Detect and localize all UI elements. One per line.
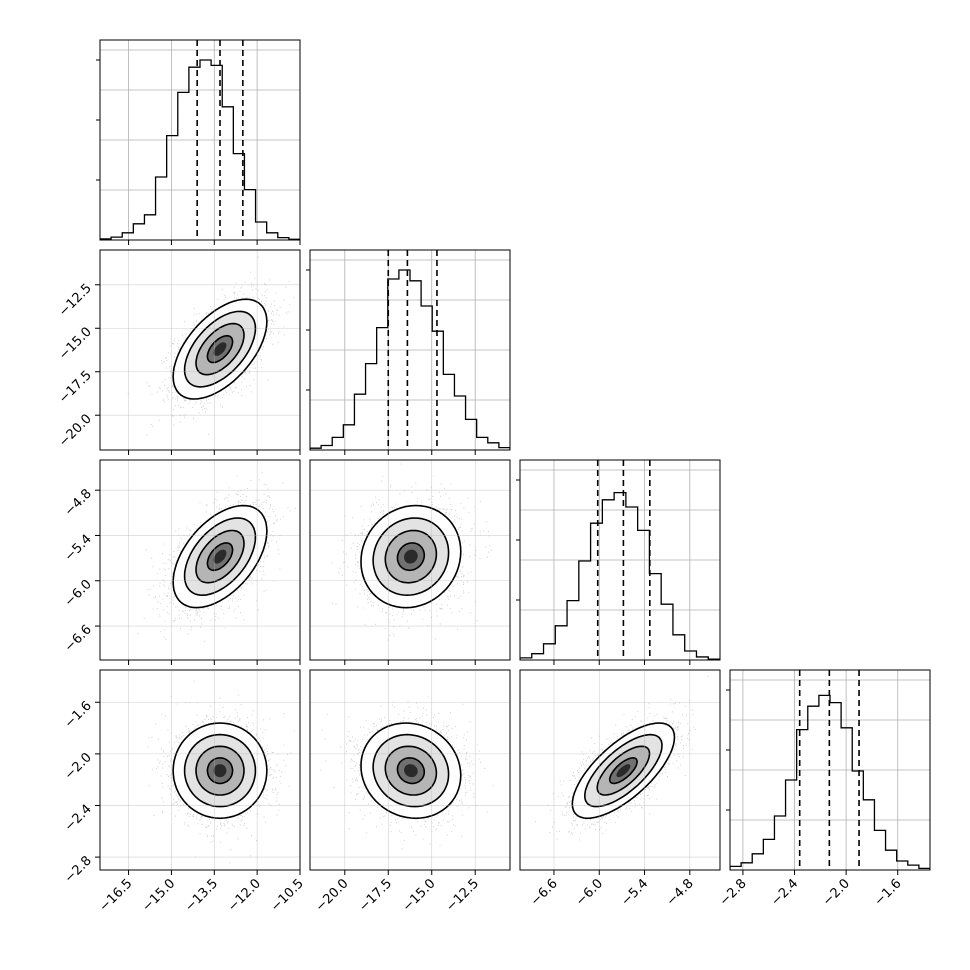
contour-3-0-3 [206, 757, 234, 785]
panel-frame-3-3 [729, 669, 931, 871]
contour-3-0-0 [172, 722, 268, 820]
xtick-label-0-1: −15.0 [139, 876, 178, 915]
ytick-label-3-3: −1.6 [62, 698, 95, 731]
contour-2-0-1 [183, 517, 257, 597]
ytick-label-3-2: −2.0 [62, 750, 95, 783]
contour-3-2-2 [596, 745, 651, 796]
panel-0-0 [96, 39, 301, 245]
ytick-label-3-0: −2.8 [62, 853, 95, 886]
panel-1-1 [306, 249, 511, 455]
ytick-label-1-0: −20.0 [56, 411, 95, 450]
panel-content-0-0 [100, 40, 300, 240]
panel-2-1 [309, 459, 511, 665]
density-core-2-0 [213, 549, 227, 564]
xtick-label-2-3: −4.8 [664, 876, 697, 909]
xtick-label-2-0: −6.6 [528, 876, 561, 909]
ytick-label-1-1: −17.5 [56, 368, 95, 407]
ytick-label-1-2: −15.0 [56, 324, 95, 363]
contour-2-0-3 [206, 542, 234, 572]
contour-2-1-0 [360, 504, 462, 609]
contour-1-0-1 [183, 310, 257, 388]
contour-2-0-2 [195, 529, 245, 584]
panel-content-3-3 [730, 670, 930, 870]
contour-2-1-2 [384, 529, 438, 584]
contour-3-0-2 [195, 745, 245, 796]
xtick-label-0-3: −12.0 [225, 876, 264, 915]
contour-2-1-1 [372, 517, 450, 597]
panel-3-3: −2.8 −2.4 −2.0 −1.6 [717, 669, 931, 909]
panel-frame-0-0 [99, 39, 301, 241]
xtick-label-1-0: −20.0 [313, 876, 352, 915]
density-core-2-1 [404, 549, 418, 564]
density-core-1-0 [213, 342, 227, 356]
panel-2-0: −6.6 −6.0 −5.4 −4.8 [62, 459, 301, 665]
ytick-label-3-1: −2.4 [62, 802, 95, 835]
xtick-label-1-3: −12.5 [443, 876, 482, 915]
panel-content-1-0 [100, 250, 300, 450]
xtick-label-3-1: −2.4 [768, 876, 801, 909]
panel-content-3-0 [100, 670, 300, 870]
panel-1-0: −20.0 −17.5 −15.0 −12.5 [56, 249, 301, 455]
contour-2-0-0 [172, 504, 268, 609]
panel-3-1: −20.0 −17.5 −15.0 −12.5 [309, 669, 511, 915]
xtick-label-3-2: −2.0 [820, 876, 853, 909]
xtick-label-3-0: −2.8 [717, 876, 750, 909]
panel-frame-2-2 [519, 459, 721, 661]
panel-content-3-1 [310, 670, 510, 870]
contour-3-1-1 [372, 733, 450, 808]
contour-1-0-2 [195, 322, 245, 376]
panel-frame-2-1 [309, 459, 511, 661]
histogram-2 [520, 491, 720, 660]
histogram-0 [100, 59, 300, 240]
ytick-label-2-3: −4.8 [62, 486, 95, 519]
panel-content-2-2 [520, 460, 720, 660]
panel-content-2-1 [310, 460, 510, 660]
ytick-label-2-2: −5.4 [62, 532, 95, 565]
panel-2-2 [516, 459, 721, 665]
contour-2-1-3 [396, 542, 426, 572]
panel-content-1-1 [310, 250, 510, 450]
contour-3-1-0 [360, 722, 462, 820]
ytick-label-2-1: −6.0 [62, 577, 95, 610]
xtick-label-0-4: −10.5 [268, 876, 307, 915]
histogram-3 [730, 694, 930, 870]
panel-frame-1-1 [309, 249, 511, 451]
panel-frame-3-0 [99, 669, 301, 871]
density-core-3-1 [404, 764, 418, 778]
contour-3-0-1 [183, 733, 257, 808]
contour-3-1-2 [384, 745, 438, 796]
xtick-label-2-1: −6.0 [573, 876, 606, 909]
panel-frame-3-2 [519, 669, 721, 871]
density-core-3-2 [616, 764, 631, 778]
panel-content-2-0 [100, 460, 300, 660]
panel-frame-1-0 [99, 249, 301, 451]
xtick-label-1-2: −15.0 [400, 876, 439, 915]
panel-3-2: −6.6 −6.0 −5.4 −4.8 [519, 669, 721, 909]
panel-content-3-2 [520, 670, 720, 870]
panel-3-0: −16.5 −15.0 −13.5 −12.0 −10.5 −2.8 −2.4 −2.0 −1.… [62, 669, 307, 915]
density-core-3-0 [213, 764, 227, 778]
contour-3-2-1 [583, 733, 663, 808]
histogram-1 [310, 269, 510, 450]
ytick-label-2-0: −6.6 [62, 622, 95, 655]
xtick-label-3-3: −1.6 [872, 876, 905, 909]
xtick-label-0-0: −16.5 [97, 876, 136, 915]
ytick-label-1-3: −12.5 [56, 281, 95, 320]
contour-3-1-3 [396, 757, 426, 785]
xtick-label-0-2: −13.5 [182, 876, 221, 915]
panel-frame-3-1 [309, 669, 511, 871]
contour-3-2-3 [608, 757, 638, 785]
xtick-label-1-1: −17.5 [356, 876, 395, 915]
xtick-label-2-2: −5.4 [618, 876, 651, 909]
contour-1-0-3 [206, 334, 234, 364]
contour-3-2-0 [571, 722, 676, 820]
panel-frame-2-0 [99, 459, 301, 661]
